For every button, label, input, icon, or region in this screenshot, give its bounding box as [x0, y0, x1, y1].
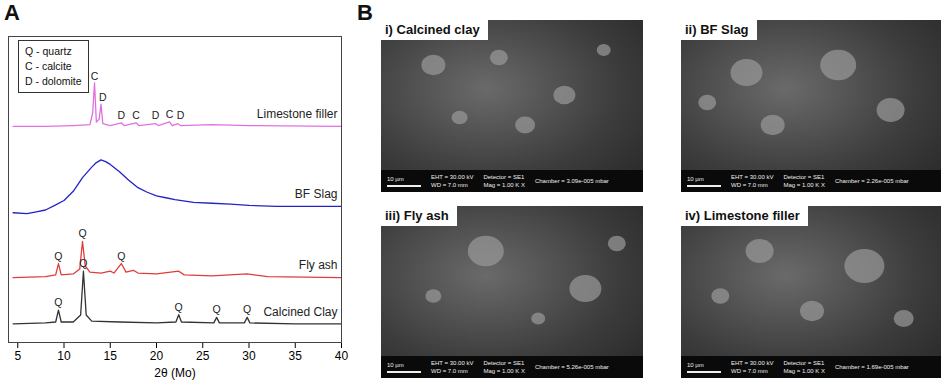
html-text:10 µm: 10 µm — [687, 176, 704, 182]
html-text:Mag = 1.00 K X: Mag = 1.00 K X — [483, 368, 525, 374]
html-text:Detector = SE1: Detector = SE1 — [483, 174, 525, 180]
html-text:iv) Limestone filler: iv) Limestone filler — [685, 208, 800, 223]
svg-text:Q: Q — [117, 250, 125, 262]
svg-text:30: 30 — [242, 349, 256, 363]
svg-text:Limestone filler: Limestone filler — [257, 107, 338, 121]
svg-text:Q: Q — [79, 257, 87, 269]
svg-text:15: 15 — [104, 349, 118, 363]
html-text:A: A — [4, 0, 20, 25]
html-text:EHT = 30.00 kV: EHT = 30.00 kV — [731, 360, 774, 366]
svg-text:C: C — [166, 108, 174, 120]
html-text:10 µm: 10 µm — [387, 176, 404, 182]
html-text:10 µm: 10 µm — [387, 362, 404, 368]
svg-text:2θ (Mo): 2θ (Mo) — [154, 366, 195, 380]
html-text:i) Calcined clay: i) Calcined clay — [385, 22, 480, 37]
svg-text:D: D — [118, 109, 126, 121]
html-text:ii) BF Slag: ii) BF Slag — [685, 22, 749, 37]
svg-text:40: 40 — [335, 349, 349, 363]
svg-text:D: D — [152, 109, 160, 121]
html-text:D - dolomite: D - dolomite — [25, 75, 82, 87]
html-text:Detector = SE1: Detector = SE1 — [783, 174, 825, 180]
svg-text:Q: Q — [243, 303, 251, 315]
html-text:Chamber = 1.69e-005 mbar: Chamber = 1.69e-005 mbar — [835, 364, 909, 370]
svg-text:Fly ash: Fly ash — [299, 258, 338, 272]
html-text:EHT = 30.00 kV: EHT = 30.00 kV — [731, 174, 774, 180]
html-text:Mag = 1.00 K X: Mag = 1.00 K X — [483, 182, 525, 188]
svg-text:5: 5 — [14, 349, 21, 363]
html-text:Detector = SE1: Detector = SE1 — [483, 360, 525, 366]
html-text:WD = 7.0 mm: WD = 7.0 mm — [731, 182, 768, 188]
svg-text:25: 25 — [196, 349, 210, 363]
svg-text:Calcined Clay: Calcined Clay — [263, 305, 337, 319]
svg-text:D: D — [177, 109, 185, 121]
html-text:WD = 7.0 mm: WD = 7.0 mm — [431, 368, 468, 374]
html-text:Q - quartz: Q - quartz — [25, 45, 72, 57]
svg-text:10: 10 — [57, 349, 71, 363]
html-text:C - calcite: C - calcite — [25, 60, 72, 72]
html-text:Chamber = 3.09e-005 mbar: Chamber = 3.09e-005 mbar — [535, 178, 609, 184]
html-text:EHT = 30.00 kV: EHT = 30.00 kV — [431, 174, 474, 180]
svg-text:Q: Q — [54, 296, 62, 308]
svg-text:C: C — [91, 70, 99, 82]
html-text:Mag = 1.00 K X: Mag = 1.00 K X — [783, 368, 825, 374]
html-text:WD = 7.0 mm: WD = 7.0 mm — [431, 182, 468, 188]
html-text:Chamber = 5.26e-005 mbar: Chamber = 5.26e-005 mbar — [535, 364, 609, 370]
svg-text:Q: Q — [54, 250, 62, 262]
html-text:Detector = SE1: Detector = SE1 — [783, 360, 825, 366]
html-text:EHT = 30.00 kV: EHT = 30.00 kV — [431, 360, 474, 366]
html-text:B: B — [357, 0, 373, 25]
svg-text:D: D — [99, 91, 107, 103]
svg-text:35: 35 — [289, 349, 303, 363]
html-text:Mag = 1.00 K X: Mag = 1.00 K X — [783, 182, 825, 188]
svg-text:Q: Q — [78, 227, 86, 239]
svg-text:Q: Q — [175, 301, 183, 313]
svg-text:Q: Q — [213, 303, 221, 315]
html-text:iii) Fly ash: iii) Fly ash — [385, 208, 449, 223]
html-text:WD = 7.0 mm: WD = 7.0 mm — [731, 368, 768, 374]
html-text:Chamber = 2.26e-005 mbar: Chamber = 2.26e-005 mbar — [835, 178, 909, 184]
svg-text:BF Slag: BF Slag — [295, 187, 338, 201]
svg-text:20: 20 — [150, 349, 164, 363]
html-text:10 µm: 10 µm — [687, 362, 704, 368]
svg-text:C: C — [132, 109, 140, 121]
